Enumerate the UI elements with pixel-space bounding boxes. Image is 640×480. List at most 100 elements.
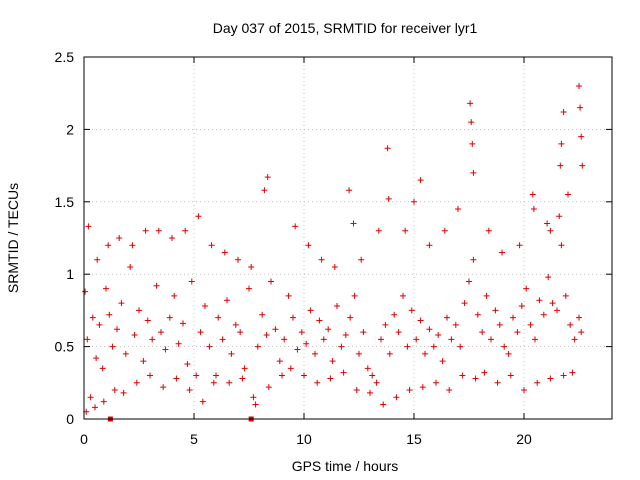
data-point xyxy=(200,399,206,405)
data-point xyxy=(530,192,536,198)
data-point xyxy=(110,344,116,350)
data-point xyxy=(90,315,96,321)
data-point xyxy=(255,344,261,350)
data-point xyxy=(228,351,234,357)
data-point xyxy=(479,329,485,335)
data-point xyxy=(149,336,155,342)
data-point xyxy=(123,351,129,357)
data-point xyxy=(250,394,256,400)
data-point xyxy=(576,83,582,89)
data-point xyxy=(569,370,575,376)
data-point xyxy=(206,344,212,350)
data-point xyxy=(536,297,542,303)
data-point xyxy=(354,387,360,393)
y-tick-label: 0.5 xyxy=(55,339,75,355)
data-point xyxy=(495,380,501,386)
data-point xyxy=(347,315,353,321)
data-point xyxy=(544,221,550,227)
data-point xyxy=(492,307,498,313)
data-point xyxy=(134,380,140,386)
data-point xyxy=(386,196,392,202)
data-point xyxy=(565,192,571,198)
data-point xyxy=(176,341,182,347)
data-point xyxy=(391,312,397,318)
data-point xyxy=(288,365,294,371)
data-point xyxy=(378,336,384,342)
data-point xyxy=(578,329,584,335)
data-point xyxy=(521,387,527,393)
x-tick-label: 0 xyxy=(80,431,88,447)
data-point xyxy=(455,206,461,212)
data-point xyxy=(563,293,569,299)
data-point xyxy=(484,293,490,299)
data-point xyxy=(305,242,311,248)
data-point xyxy=(558,242,564,248)
data-point xyxy=(532,336,538,342)
data-point xyxy=(103,286,109,292)
data-point xyxy=(467,100,473,106)
data-point xyxy=(127,264,133,270)
data-point xyxy=(517,242,523,248)
data-point xyxy=(407,387,413,393)
data-point xyxy=(444,315,450,321)
data-point xyxy=(286,293,292,299)
data-point xyxy=(470,170,476,176)
data-point xyxy=(365,365,371,371)
data-point xyxy=(422,351,428,357)
data-point xyxy=(129,242,135,248)
data-point xyxy=(382,322,388,328)
data-point xyxy=(321,336,327,342)
data-point xyxy=(497,322,503,328)
tick-labels: 0 5 10 15 20 0 0.5 1 1.5 2 2.5 xyxy=(55,49,532,447)
data-point xyxy=(156,228,162,234)
data-point xyxy=(330,358,336,364)
data-point xyxy=(426,242,432,248)
data-point xyxy=(466,278,472,284)
data-point xyxy=(93,355,99,361)
data-point xyxy=(547,375,553,381)
data-point xyxy=(215,315,221,321)
data-point xyxy=(396,329,402,335)
data-point xyxy=(213,373,219,379)
x-tick-label: 5 xyxy=(190,431,198,447)
data-point xyxy=(561,109,567,115)
data-point xyxy=(400,293,406,299)
y-axis-title: SRMTID / TECUs xyxy=(5,183,21,293)
data-point xyxy=(578,134,584,140)
data-point xyxy=(100,365,106,371)
data-point xyxy=(94,257,100,263)
data-point xyxy=(211,380,217,386)
x-tick-label: 10 xyxy=(296,431,312,447)
data-point xyxy=(96,322,102,328)
data-point xyxy=(404,344,410,350)
data-point xyxy=(187,387,193,393)
data-point xyxy=(531,206,537,212)
data-point xyxy=(314,380,320,386)
data-point xyxy=(239,375,245,381)
data-point xyxy=(106,312,112,318)
data-point xyxy=(376,228,382,234)
data-point xyxy=(272,326,278,332)
chart-title: Day 037 of 2015, SRMTID for receiver lyr… xyxy=(213,20,478,36)
data-point xyxy=(343,332,349,338)
data-point xyxy=(367,390,373,396)
data-point xyxy=(114,326,120,332)
data-point xyxy=(224,297,230,303)
data-point xyxy=(237,329,243,335)
data-point xyxy=(118,300,124,306)
data-point xyxy=(325,326,331,332)
data-point xyxy=(356,351,362,357)
chart: 0 5 10 15 2000.511.522.5 Day 037 of 2015, SR… xyxy=(0,0,640,480)
data-point xyxy=(402,228,408,234)
data-point xyxy=(488,336,494,342)
data-point xyxy=(332,264,338,270)
data-point xyxy=(446,387,452,393)
data-point xyxy=(171,293,177,299)
data-point xyxy=(346,187,352,193)
data-point xyxy=(158,329,164,335)
data-point xyxy=(180,320,186,326)
data-point xyxy=(327,375,333,381)
data-point xyxy=(82,289,88,295)
data-point xyxy=(411,199,417,205)
data-point xyxy=(352,293,358,299)
